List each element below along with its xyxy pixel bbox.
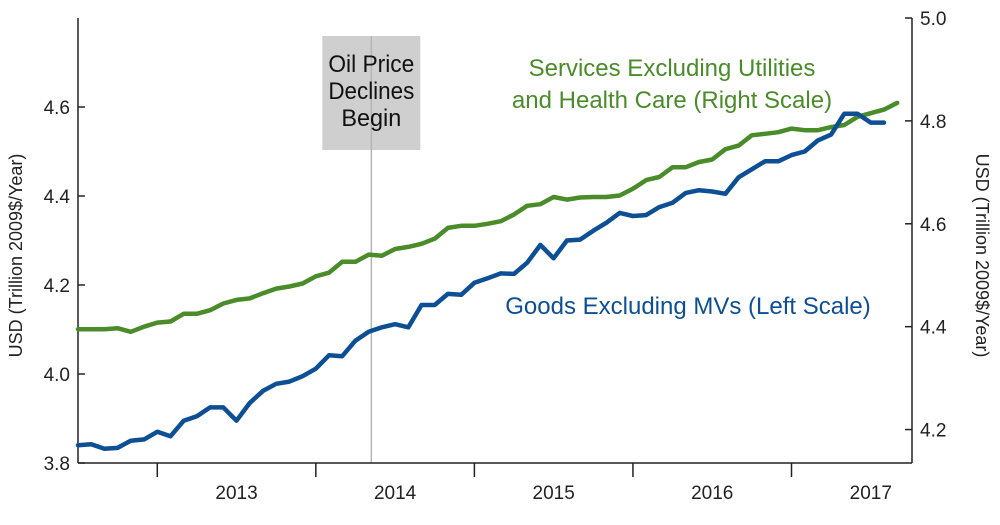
left-y-tick-label: 4.2 xyxy=(44,276,70,297)
services-series-label: Services Excluding Utilities xyxy=(529,55,816,82)
annotation-text-line: Begin xyxy=(341,105,401,132)
right-y-tick-label: 4.2 xyxy=(920,421,946,442)
goods-series-line xyxy=(75,111,887,452)
goods-series-label: Goods Excluding MVs (Left Scale) xyxy=(505,293,871,320)
x-tick-label: 2016 xyxy=(691,483,733,504)
right-y-tick-label: 4.6 xyxy=(920,215,946,236)
left-y-tick-label: 4.0 xyxy=(44,365,70,386)
right-y-tick-label: 5.0 xyxy=(920,9,946,30)
left-y-tick-label: 4.6 xyxy=(44,98,70,119)
right-y-tick-label: 4.8 xyxy=(920,112,946,133)
x-tick-label: 2014 xyxy=(374,483,417,504)
annotation-text-line: Oil Price xyxy=(328,51,414,78)
annotation-text-line: Declines xyxy=(328,78,414,105)
services-series-line xyxy=(75,100,900,335)
left-axis-title: USD (Trillion 2009$/Year) xyxy=(6,154,26,358)
x-tick-label: 2013 xyxy=(215,483,257,504)
x-tick-label: 2015 xyxy=(533,483,575,504)
left-y-tick-label: 4.4 xyxy=(44,187,71,208)
left-y-tick-label: 3.8 xyxy=(44,454,70,475)
services-series-label: and Health Care (Right Scale) xyxy=(512,87,832,114)
right-y-tick-label: 4.4 xyxy=(920,318,947,339)
x-tick-label: 2017 xyxy=(850,483,892,504)
right-axis-title: USD (Trillion 2009$/Year) xyxy=(972,154,992,358)
